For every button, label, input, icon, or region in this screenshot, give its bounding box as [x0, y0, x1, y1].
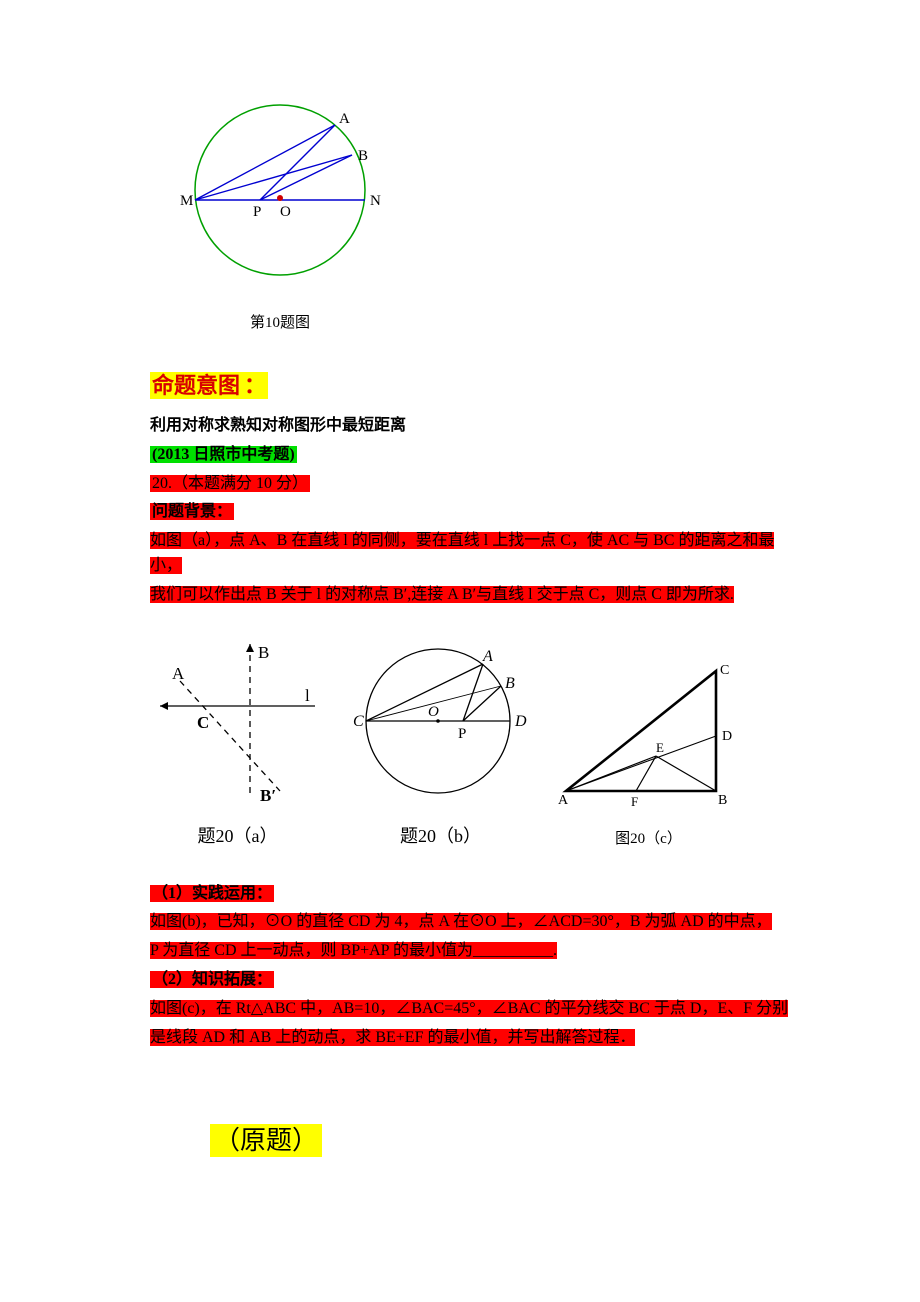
figure-20c-caption: 图20（c） — [556, 827, 741, 848]
svg-text:B: B — [358, 148, 368, 164]
figure-20c: A B C D E F 图20（c） — [556, 656, 741, 848]
svg-text:E: E — [656, 740, 664, 755]
q20-number: 20.（本题满分 10 分） — [150, 472, 790, 497]
svg-text:A: A — [172, 664, 185, 683]
part2-text-2: 是线段 AD 和 AB 上的动点，求 BE+EF 的最小值，并写出解答过程． — [150, 1026, 790, 1051]
svg-text:O: O — [280, 204, 291, 220]
exam-tag: (2013 日照市中考题) — [150, 443, 790, 468]
background-label: 问题背景： — [150, 500, 790, 525]
svg-text:D: D — [514, 713, 527, 730]
svg-text:C: C — [353, 713, 364, 730]
origin-label: （原题） — [210, 1120, 790, 1157]
background-text-2: 我们可以作出点 B 关于 l 的对称点 B′,连接 A B′与直线 l 交于点 … — [150, 583, 790, 608]
svg-text:F: F — [631, 794, 638, 809]
figure-20b: A B C D O P 题20（b） — [343, 636, 538, 848]
part1-label: （1）实践运用： — [150, 882, 790, 907]
svg-text:O: O — [428, 704, 439, 720]
svg-text:P: P — [458, 726, 466, 742]
figure-20a-caption: 题20（a） — [150, 822, 325, 848]
svg-text:l: l — [305, 686, 310, 705]
part2-text-1: 如图(c)，在 Rt△ABC 中，AB=10，∠BAC=45°，∠BAC 的平分… — [150, 997, 790, 1022]
svg-text:B: B — [505, 675, 515, 692]
svg-text:A: A — [482, 648, 493, 665]
svg-text:N: N — [370, 193, 381, 209]
usage-line: 利用对称求熟知对称图形中最短距离 — [150, 414, 790, 439]
figure-20b-caption: 题20（b） — [343, 822, 538, 848]
part1-text-1: 如图(b)，已知，⊙O 的直径 CD 为 4，点 A 在⊙O 上，∠ACD=30… — [150, 910, 790, 935]
svg-text:A: A — [339, 111, 350, 127]
svg-text:D: D — [722, 729, 732, 744]
part2-label: （2）知识拓展： — [150, 968, 790, 993]
figure-1-caption: 第10题图 — [250, 311, 790, 332]
background-text-1: 如图（a），点 A、B 在直线 l 的同侧，要在直线 l 上找一点 C，使 AC… — [150, 529, 790, 579]
svg-text:B: B — [718, 793, 727, 808]
svg-text:B′: B′ — [260, 786, 276, 805]
svg-text:C: C — [197, 713, 209, 732]
svg-text:P: P — [253, 204, 261, 220]
part1-text-2: P 为直径 CD 上一动点，则 BP+AP 的最小值为__________. — [150, 939, 790, 964]
svg-text:M: M — [180, 193, 193, 209]
figure-1-svg: A B M N P O — [180, 90, 390, 300]
svg-text:B: B — [258, 643, 269, 662]
section-title: 命题意图： — [150, 368, 790, 400]
svg-text:C: C — [720, 663, 729, 678]
figure-row: A B l C B′ 题20（a） A B C D O — [150, 636, 790, 848]
figure-20a: A B l C B′ 题20（a） — [150, 636, 325, 848]
svg-text:A: A — [558, 793, 569, 808]
figure-1: A B M N P O 第10题图 — [180, 90, 790, 332]
